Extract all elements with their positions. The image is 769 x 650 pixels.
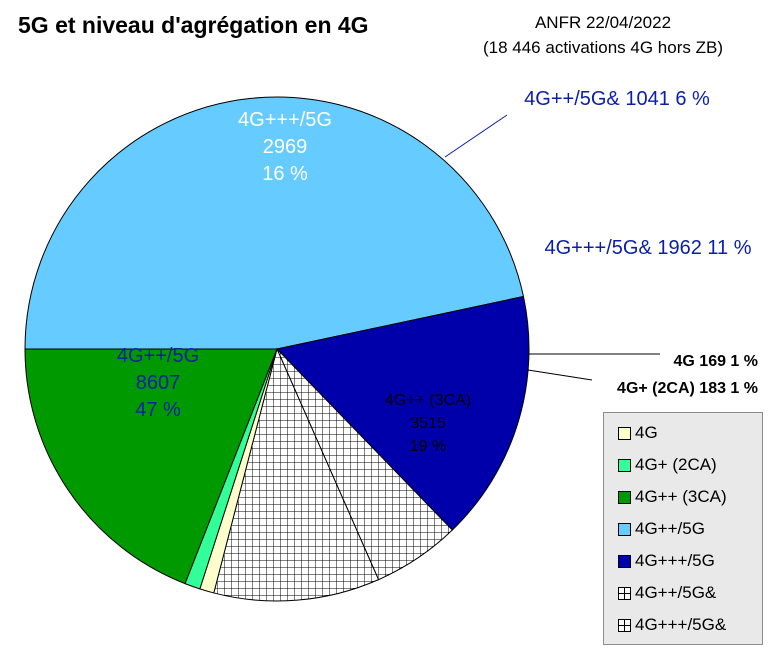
legend-item-4g-3ca: 4G++ (3CA) bbox=[618, 481, 762, 513]
legend-label: 4G bbox=[635, 423, 658, 442]
legend-label: 4G++/5G bbox=[635, 519, 705, 538]
source-note: ANFR 22/04/2022 (18 446 activations 4G h… bbox=[443, 10, 763, 60]
legend-label: 4G++/5G& bbox=[635, 583, 717, 602]
legend-swatch bbox=[618, 426, 631, 440]
legend-label: 4G+++/5G& bbox=[635, 615, 727, 634]
legend-label: 4G++ (3CA) bbox=[635, 487, 727, 506]
legend-item-4g-2ca: 4G+ (2CA) bbox=[618, 449, 762, 481]
legend: 4G 4G+ (2CA) 4G++ (3CA) 4G++/5G 4G+++/5G 4G++… bbox=[603, 412, 763, 645]
legend-item-4g-5g: 4G+++/5G& bbox=[618, 609, 762, 641]
slice-label-4g-3ca: 4G++ (3CA) 3515 19 % bbox=[385, 392, 471, 455]
pie-slice-4g-3ca bbox=[24, 348, 278, 585]
source-count: (18 446 activations 4G hors ZB) bbox=[482, 38, 723, 57]
legend-swatch bbox=[618, 554, 631, 568]
legend-item-4g-5g: 4G+++/5G bbox=[618, 545, 762, 577]
slice-label-4g: 4G 169 1 % bbox=[674, 353, 759, 370]
slice-label-4g-2ca: 4G+ (2CA) 183 1 % bbox=[617, 380, 758, 397]
chart-title: 5G et niveau d'agrégation en 4G bbox=[18, 12, 369, 38]
pie-slice-4g-5g bbox=[213, 347, 380, 602]
slice-label-4g-5g: 4G++/5G 8607 47 % bbox=[117, 345, 199, 421]
slice-label-4g-5g: 4G+++/5G 2969 16 % bbox=[238, 109, 332, 185]
leader-line-4g-5g bbox=[444, 114, 508, 158]
pie-slice-4g-5g bbox=[276, 295, 530, 531]
legend-swatch bbox=[618, 490, 631, 504]
legend-swatch bbox=[618, 522, 631, 536]
legend-item-4g-5g: 4G++/5G bbox=[618, 513, 762, 545]
source-date: ANFR 22/04/2022 bbox=[534, 13, 672, 32]
legend-swatch bbox=[618, 586, 631, 600]
pie-slice-4g-5g bbox=[24, 96, 525, 350]
legend-item-4g-5g: 4G++/5G& bbox=[618, 577, 762, 609]
legend-label: 4G+++/5G bbox=[635, 551, 715, 570]
slice-label-4g-5g: 4G+++/5G& 1962 11 % bbox=[544, 237, 751, 259]
legend-item-4g: 4G bbox=[618, 417, 762, 449]
legend-swatch bbox=[618, 618, 631, 632]
legend-label: 4G+ (2CA) bbox=[635, 455, 717, 474]
leader-line-4g-2ca bbox=[527, 369, 593, 381]
slice-label-4g-5g: 4G++/5G& 1041 6 % bbox=[524, 88, 710, 110]
legend-swatch bbox=[618, 458, 631, 472]
